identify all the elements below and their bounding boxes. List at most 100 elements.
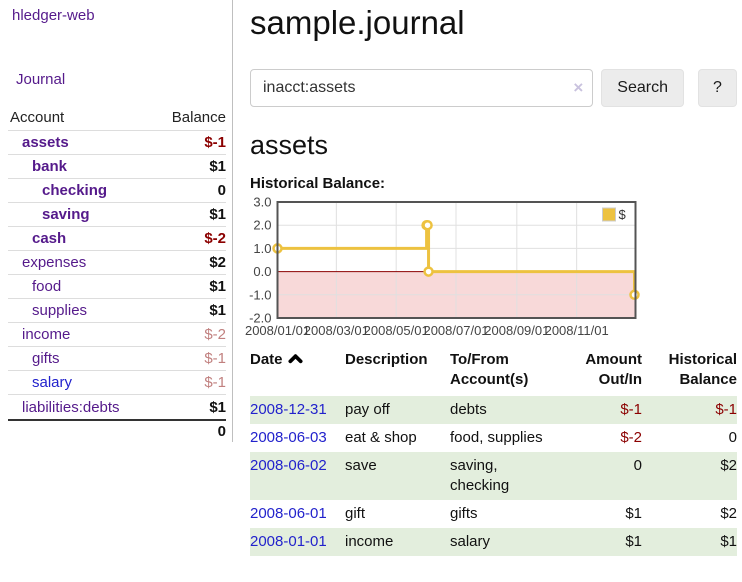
y-tick-label: 0.0 bbox=[253, 264, 271, 279]
column-header-date[interactable]: Date bbox=[250, 348, 345, 396]
data-point-marker bbox=[422, 219, 433, 231]
transaction-date-link[interactable]: 2008-06-02 bbox=[250, 457, 327, 474]
account-link[interactable]: checking bbox=[42, 182, 108, 199]
account-row: saving $1 bbox=[8, 203, 226, 227]
accounts-table-header: Account Balance bbox=[8, 109, 226, 131]
accounts-header-balance: Balance bbox=[171, 109, 226, 126]
main-content: sample.journal × Search ? assets Histori… bbox=[233, 0, 742, 582]
transaction-amount: $-2 bbox=[620, 429, 642, 446]
account-link[interactable]: expenses bbox=[22, 254, 87, 271]
account-link[interactable]: income bbox=[22, 326, 71, 343]
transactions-table: Date Description To/From Account(s) Amou… bbox=[250, 348, 737, 556]
transaction-date-link[interactable]: 2008-12-31 bbox=[250, 401, 327, 418]
balance-chart-svg: 3.0 2.0 1.0 0.0 -1.0 -2.02008/01/012008/03/01… bbox=[245, 195, 640, 338]
account-row: income $-2 bbox=[8, 323, 226, 347]
account-balance: $1 bbox=[209, 278, 226, 295]
brand-link[interactable]: hledger-web bbox=[12, 7, 95, 24]
transaction-balance: $-1 bbox=[715, 401, 737, 418]
y-tick-label: 2.0 bbox=[253, 218, 271, 233]
account-heading: assets bbox=[250, 130, 329, 160]
transaction-balance: $1 bbox=[720, 533, 737, 550]
account-row: bank $1 bbox=[8, 155, 226, 179]
account-balance: $1 bbox=[209, 302, 226, 319]
plot-border bbox=[276, 201, 637, 319]
column-header-accounts-line1: To/From bbox=[450, 351, 509, 368]
column-header-balance-line1: Historical bbox=[668, 351, 737, 368]
y-tick-label: 1.0 bbox=[253, 241, 271, 256]
account-balance: $-1 bbox=[204, 350, 226, 367]
account-link[interactable]: liabilities:debts bbox=[22, 398, 120, 416]
transaction-balance: $2 bbox=[720, 457, 737, 474]
account-row: checking 0 bbox=[8, 179, 226, 203]
column-header-date-label: Date bbox=[250, 351, 283, 368]
account-row: expenses $2 bbox=[8, 251, 226, 275]
transaction-description: gift bbox=[345, 505, 366, 522]
data-point-marker bbox=[423, 266, 434, 277]
clear-search-icon[interactable]: × bbox=[573, 78, 584, 97]
accounts-table: assets $-1 bank $1 checking 0 saving $1 cash $-2 e… bbox=[8, 131, 226, 419]
transaction-accounts: food, supplies bbox=[450, 429, 543, 446]
accounts-total-value: 0 bbox=[217, 423, 226, 440]
transaction-amount: $1 bbox=[625, 505, 642, 522]
accounts-header-account: Account bbox=[10, 109, 65, 126]
search-field-wrap: × bbox=[250, 69, 594, 107]
transaction-description: income bbox=[345, 533, 394, 550]
account-link[interactable]: gifts bbox=[32, 350, 60, 367]
account-row: gifts $-1 bbox=[8, 347, 226, 371]
column-header-amount: Amount Out/In bbox=[562, 348, 642, 396]
y-tick-label: 3.0 bbox=[253, 195, 271, 210]
transaction-accounts: gifts bbox=[450, 505, 478, 522]
account-row: assets $-1 bbox=[8, 131, 226, 155]
transaction-amount: 0 bbox=[633, 457, 642, 474]
transaction-description: pay off bbox=[345, 401, 390, 418]
nav-journal-link[interactable]: Journal bbox=[16, 71, 66, 88]
transaction-row: 2008-06-03 eat & shop food, supplies $-2 0 bbox=[250, 424, 737, 452]
legend-label: $ bbox=[619, 207, 627, 222]
search-input[interactable] bbox=[250, 69, 594, 107]
account-link[interactable]: assets bbox=[22, 134, 69, 151]
account-balance: $2 bbox=[209, 254, 226, 271]
transaction-row: 2008-06-01 gift gifts $1 $2 bbox=[250, 500, 737, 528]
help-button[interactable]: ? bbox=[698, 69, 737, 107]
search-bar: × Search ? bbox=[250, 69, 737, 107]
sort-ascending-icon bbox=[287, 354, 303, 364]
account-link[interactable]: saving bbox=[42, 206, 90, 223]
column-header-balance-line2: Balance bbox=[679, 371, 737, 388]
x-tick-label: 2008/09/01 bbox=[484, 323, 549, 338]
transaction-date-link[interactable]: 2008-01-01 bbox=[250, 533, 327, 550]
transaction-description: save bbox=[345, 457, 377, 474]
account-balance: 0 bbox=[217, 182, 226, 199]
transactions-header-row: Date Description To/From Account(s) Amou… bbox=[250, 348, 737, 396]
account-link[interactable]: cash bbox=[32, 230, 67, 247]
account-row: food $1 bbox=[8, 275, 226, 299]
account-link[interactable]: bank bbox=[32, 158, 68, 175]
transaction-amount: $-1 bbox=[620, 401, 642, 418]
y-tick-label: -1.0 bbox=[249, 287, 271, 302]
chart-title: Historical Balance: bbox=[250, 175, 386, 192]
x-tick-label: 2008/11/01 bbox=[545, 323, 609, 338]
account-row: liabilities:debts $1 bbox=[8, 395, 226, 419]
column-header-accounts: To/From Account(s) bbox=[450, 348, 562, 396]
historical-balance-chart: 3.0 2.0 1.0 0.0 -1.0 -2.0 2008/01/01 2008/03/01… bbox=[245, 195, 737, 342]
column-header-description: Description bbox=[345, 351, 428, 368]
legend-swatch bbox=[602, 207, 616, 222]
page-title: sample.journal bbox=[250, 4, 465, 41]
search-button[interactable]: Search bbox=[601, 69, 684, 107]
account-balance: $1 bbox=[209, 398, 226, 416]
account-balance: $-2 bbox=[204, 326, 226, 343]
transaction-balance: $2 bbox=[720, 505, 737, 522]
transaction-date-link[interactable]: 2008-06-01 bbox=[250, 505, 327, 522]
column-header-accounts-line2: Account(s) bbox=[450, 371, 529, 388]
account-link[interactable]: supplies bbox=[32, 302, 88, 319]
account-balance: $-1 bbox=[204, 374, 226, 391]
transaction-date-link[interactable]: 2008-06-03 bbox=[250, 429, 327, 446]
account-link[interactable]: salary bbox=[32, 374, 73, 391]
account-row: salary $-1 bbox=[8, 371, 226, 395]
x-tick-label: 2008/03/01 bbox=[304, 323, 369, 338]
account-balance: $1 bbox=[209, 206, 226, 223]
accounts-total-row: 0 bbox=[8, 419, 226, 442]
account-link[interactable]: food bbox=[32, 278, 62, 295]
transaction-row: 2008-12-31 pay off debts $-1 $-1 bbox=[250, 396, 737, 424]
transaction-accounts: salary bbox=[450, 533, 491, 550]
